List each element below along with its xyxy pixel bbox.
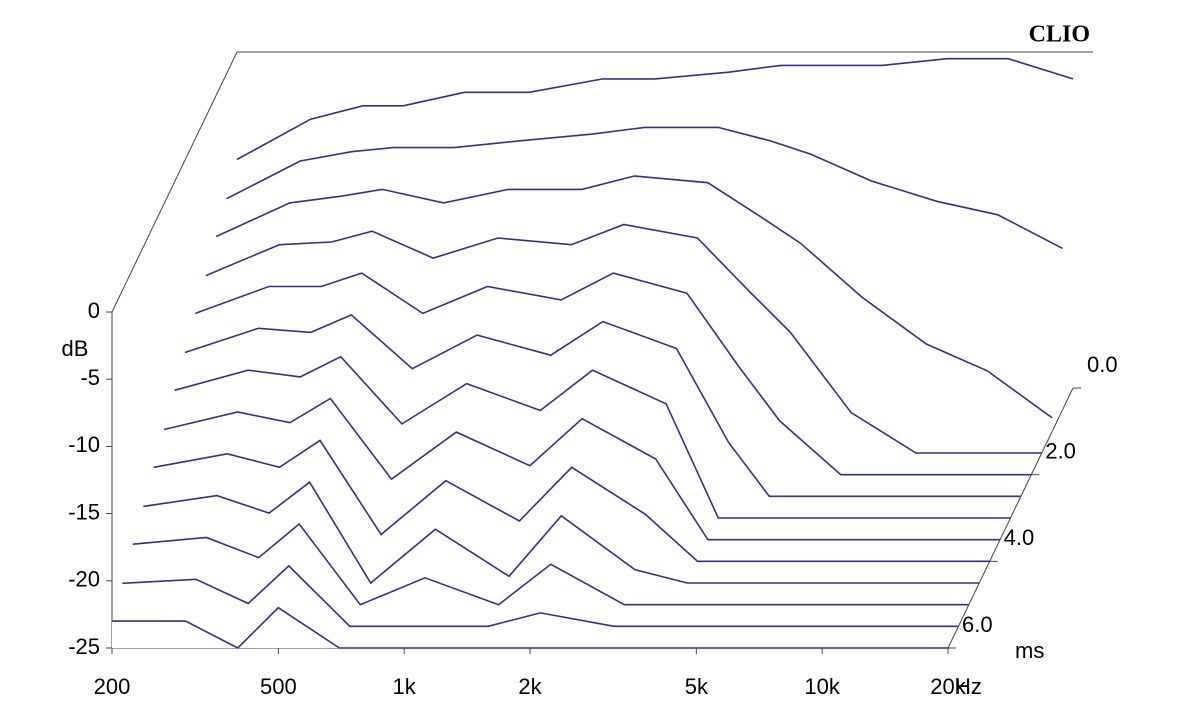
slice-line	[226, 126, 1063, 250]
slice-fill	[143, 482, 980, 583]
z-axis-unit: ms	[1015, 638, 1044, 663]
z-tick-label: 0.0	[1087, 352, 1118, 377]
x-tick-label: 500	[260, 674, 297, 699]
x-tick-label: 20k	[930, 674, 966, 699]
slice-line	[122, 564, 959, 628]
y-tick-label: -25	[68, 634, 100, 659]
y-tick-label: -15	[68, 499, 100, 524]
x-tick-label: 1k	[393, 674, 417, 699]
slice-line	[236, 57, 1074, 161]
slice-fill	[153, 440, 990, 562]
brand: CLIO	[1029, 22, 1090, 48]
x-tick-label: 2k	[518, 674, 542, 699]
x-tick-label: 5k	[685, 674, 709, 699]
y-axis-label: dB	[62, 336, 89, 361]
y-tick-label: -20	[68, 567, 100, 592]
x-axis-unit: Hz	[955, 674, 982, 699]
slice-line	[163, 397, 1001, 541]
frame-line	[111, 51, 238, 313]
slice-line	[205, 223, 1042, 454]
slice-line	[184, 313, 1021, 498]
slice-line	[153, 439, 990, 563]
slice-fill	[112, 607, 948, 648]
slice-fill	[164, 398, 1001, 540]
slice-fill	[122, 565, 959, 627]
z-tick-label: 6.0	[962, 612, 993, 637]
x-tick-label: 10k	[804, 674, 840, 699]
slice-line	[215, 175, 1053, 419]
y-tick-label: -5	[80, 365, 100, 390]
z-tick-label: 2.0	[1045, 438, 1076, 463]
y-tick-label: -10	[68, 432, 100, 457]
slice-line	[174, 355, 1011, 519]
y-tick-label: 0	[88, 298, 100, 323]
slice-line	[143, 481, 980, 585]
x-tick-label: 200	[94, 674, 131, 699]
slice-line	[195, 272, 1032, 476]
z-tick-label: 4.0	[1004, 525, 1035, 550]
slice-line	[132, 522, 969, 606]
